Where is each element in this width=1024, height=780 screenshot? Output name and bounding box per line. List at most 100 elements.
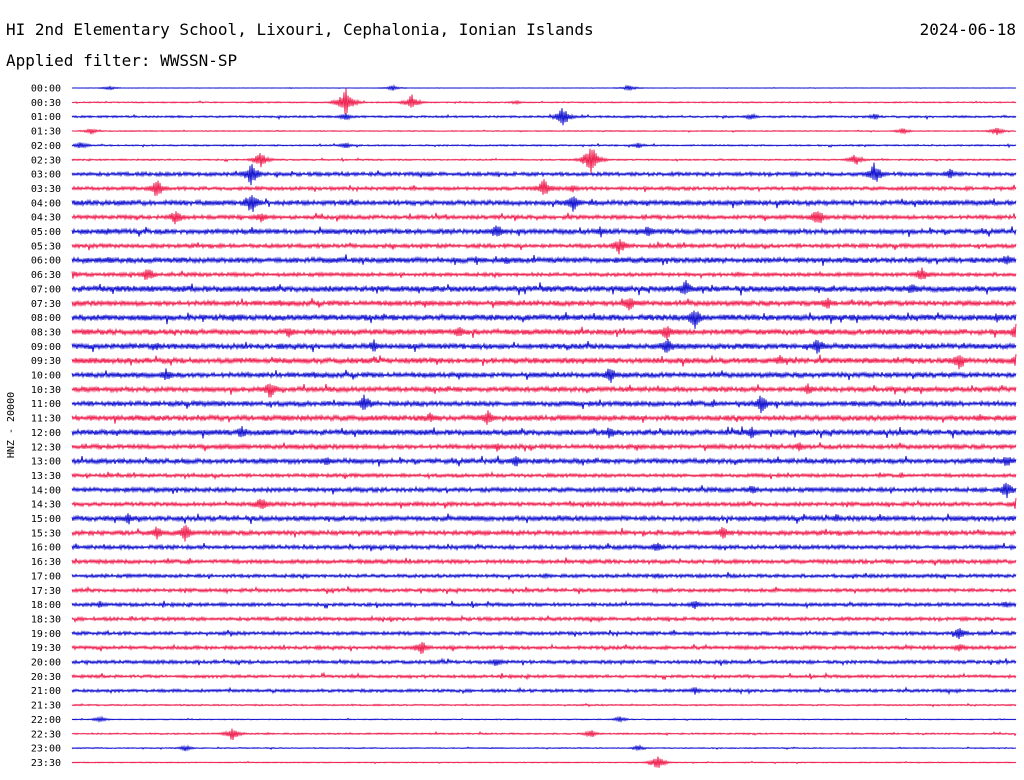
row-time-label: 02:30	[31, 155, 61, 166]
row-time-label: 19:30	[31, 643, 61, 654]
trace-line	[71, 127, 1017, 136]
trace-line	[71, 410, 1017, 425]
trace-line	[71, 513, 1017, 525]
trace-line	[71, 572, 1017, 581]
trace-rows: 00:00 00:30 01:00 01:30 02:00 02:30 03:00 03:30…	[31, 84, 1017, 769]
row-time-label: 07:00	[31, 284, 61, 295]
row-time-label: 16:00	[31, 543, 61, 554]
trace-line	[71, 728, 1017, 741]
trace-line	[71, 442, 1017, 452]
row-time-label: 21:30	[31, 701, 61, 712]
channel-label: HNZ - 20000	[6, 392, 17, 458]
row-time-label: 05:30	[31, 241, 61, 252]
row-time-label: 04:30	[31, 213, 61, 224]
row-time-label: 03:30	[31, 184, 61, 195]
trace-line	[71, 599, 1017, 610]
trace-line	[71, 542, 1017, 552]
trace-line	[71, 671, 1017, 681]
trace-line	[71, 686, 1017, 696]
trace-line	[71, 524, 1017, 542]
trace-line	[71, 211, 1017, 225]
row-time-label: 13:00	[31, 457, 61, 468]
row-time-label: 11:30	[31, 414, 61, 425]
trace-line	[71, 254, 1017, 266]
row-time-label: 22:30	[31, 729, 61, 740]
trace-line	[71, 368, 1017, 383]
trace-line	[71, 179, 1017, 196]
row-time-label: 18:30	[31, 614, 61, 625]
row-time-label: 11:00	[31, 399, 61, 410]
trace-line	[71, 141, 1017, 149]
row-time-label: 19:00	[31, 629, 61, 640]
row-time-label: 10:00	[31, 371, 61, 382]
trace-line	[71, 239, 1017, 255]
trace-line	[71, 280, 1017, 296]
row-time-label: 23:30	[31, 758, 61, 769]
trace-line	[71, 297, 1017, 311]
trace-line	[71, 394, 1017, 414]
row-time-label: 22:00	[31, 715, 61, 726]
row-time-label: 08:00	[31, 313, 61, 324]
trace-line	[71, 88, 1017, 114]
row-time-label: 12:00	[31, 428, 61, 439]
trace-line	[71, 756, 1017, 768]
row-time-label: 15:30	[31, 528, 61, 539]
row-time-label: 16:30	[31, 557, 61, 568]
row-time-label: 18:00	[31, 600, 61, 611]
trace-line	[71, 657, 1017, 667]
row-time-label: 10:30	[31, 385, 61, 396]
row-time-label: 05:00	[31, 227, 61, 238]
trace-line	[71, 426, 1017, 439]
row-time-label: 20:30	[31, 672, 61, 683]
row-time-label: 09:30	[31, 356, 61, 367]
trace-line	[71, 702, 1017, 708]
trace-line	[71, 470, 1017, 481]
trace-line	[71, 162, 1017, 186]
trace-line	[71, 267, 1017, 280]
trace-line	[71, 354, 1017, 370]
trace-line	[71, 744, 1017, 752]
trace-line	[71, 482, 1017, 499]
filter-label: Applied filter: WWSSN-SP	[6, 51, 237, 70]
trace-line	[71, 715, 1017, 724]
row-time-label: 09:00	[31, 342, 61, 353]
row-time-label: 04:00	[31, 198, 61, 209]
row-time-label: 12:30	[31, 442, 61, 453]
trace-line	[71, 323, 1017, 340]
row-time-label: 20:00	[31, 658, 61, 669]
trace-line	[71, 225, 1017, 238]
row-time-label: 06:00	[31, 256, 61, 267]
row-time-label: 00:30	[31, 98, 61, 109]
row-time-label: 21:00	[31, 686, 61, 697]
trace-line	[71, 383, 1017, 398]
trace-line	[71, 108, 1017, 126]
row-time-label: 00:00	[31, 84, 61, 95]
trace-line	[71, 195, 1017, 213]
row-time-label: 23:00	[31, 744, 61, 755]
trace-line	[71, 84, 1017, 92]
row-time-label: 02:00	[31, 141, 61, 152]
station-title: HI 2nd Elementary School, Lixouri, Cepha…	[6, 20, 594, 39]
trace-line	[71, 557, 1017, 566]
row-time-label: 03:00	[31, 170, 61, 181]
trace-line	[71, 339, 1017, 354]
trace-line	[71, 498, 1017, 509]
trace-line	[71, 148, 1017, 174]
date-label: 2024-06-18	[920, 20, 1016, 39]
row-time-label: 14:30	[31, 500, 61, 511]
row-time-label: 08:30	[31, 327, 61, 338]
trace-line	[71, 455, 1017, 467]
row-time-label: 06:30	[31, 270, 61, 281]
row-time-label: 15:00	[31, 514, 61, 525]
row-time-label: 14:00	[31, 485, 61, 496]
row-time-label: 07:30	[31, 299, 61, 310]
row-time-label: 13:30	[31, 471, 61, 482]
trace-line	[71, 641, 1017, 654]
row-time-label: 17:30	[31, 586, 61, 597]
trace-line	[71, 310, 1017, 329]
trace-line	[71, 585, 1017, 595]
row-time-label: 17:00	[31, 571, 61, 582]
row-time-label: 01:00	[31, 112, 61, 123]
row-time-label: 01:30	[31, 127, 61, 138]
